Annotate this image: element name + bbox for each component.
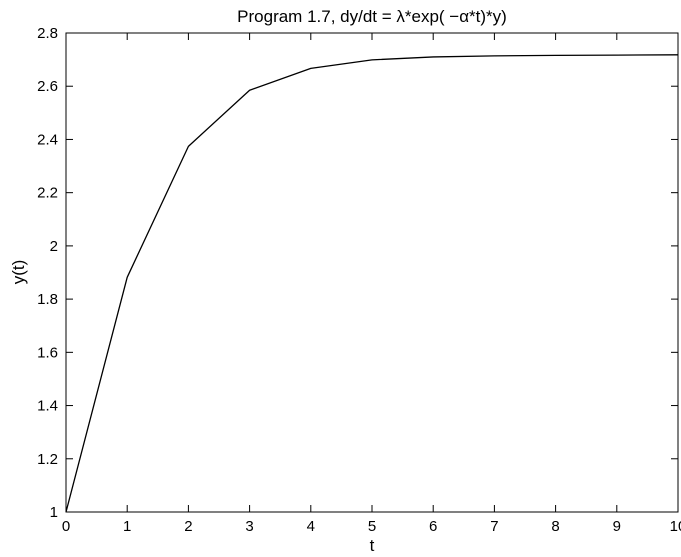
- y-tick-label: 2.6: [37, 78, 58, 95]
- x-axis-ticks: 0 1 2 3 4 5 6 7 8 9 10: [62, 33, 681, 535]
- x-tick-label: 1: [123, 518, 131, 535]
- y-tick-label: 2: [50, 238, 58, 255]
- x-tick-label: 7: [490, 518, 498, 535]
- y-axis-ticks: 1 1.2 1.4 1.6 1.8 2 2.2 2.4 2.6 2.8: [37, 25, 678, 521]
- x-tick-label: 9: [613, 518, 621, 535]
- y-tick-label: 2.8: [37, 25, 58, 42]
- series-line: [65, 54, 679, 513]
- y-tick-label: 1.4: [37, 398, 58, 415]
- y-axis-title: y(t): [9, 260, 28, 285]
- plot-frame: [65, 32, 679, 513]
- x-tick-label: 5: [368, 518, 376, 535]
- x-tick-label: 8: [551, 518, 559, 535]
- x-tick-label: 0: [62, 518, 70, 535]
- y-tick-label: 1.6: [37, 344, 58, 361]
- series-layer: [65, 54, 679, 513]
- y-tick-label: 2.2: [37, 185, 58, 202]
- chart-title: Program 1.7, dy/dt = λ*exp( −α*t)*y): [237, 7, 507, 26]
- x-tick-label: 3: [245, 518, 253, 535]
- y-tick-label: 1.8: [37, 291, 58, 308]
- x-tick-label: 6: [429, 518, 437, 535]
- x-axis-title: t: [370, 536, 375, 555]
- x-tick-label: 10: [670, 518, 681, 535]
- x-tick-label: 2: [184, 518, 192, 535]
- y-tick-label: 1.2: [37, 451, 58, 468]
- y-tick-label: 2.4: [37, 131, 58, 148]
- y-tick-label: 1: [50, 504, 58, 521]
- x-tick-label: 4: [307, 518, 315, 535]
